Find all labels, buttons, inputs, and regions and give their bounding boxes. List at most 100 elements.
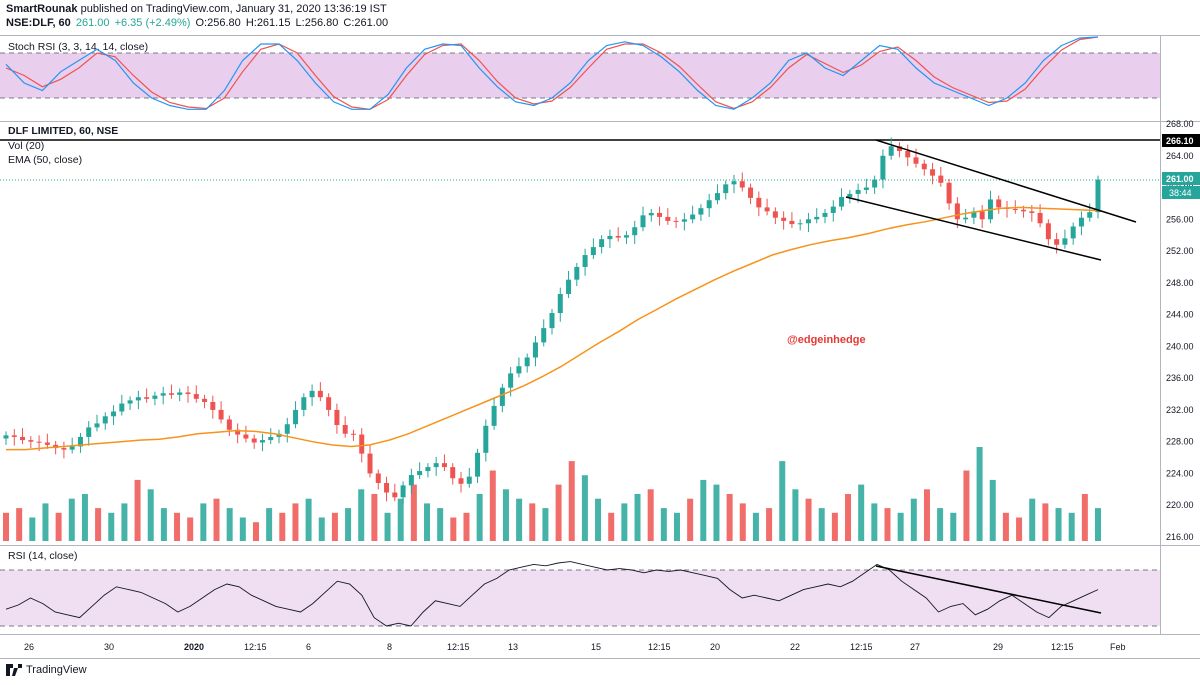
volume-bar xyxy=(266,508,273,541)
volume-bar xyxy=(660,508,667,541)
volume-bar xyxy=(818,508,825,541)
volume-bar xyxy=(174,512,181,541)
rsi-line xyxy=(5,561,1099,627)
candle-body xyxy=(392,492,398,498)
volume-bar xyxy=(200,503,207,541)
main-chart-title: DLF LIMITED, 60, NSE xyxy=(8,125,119,137)
time-axis[interactable]: 26 30 2020 12:15 6 8 12:15 13 15 12:15 20 22 12:15 27… xyxy=(24,642,1126,652)
chart-header: SmartRounak published on TradingView.com… xyxy=(6,2,390,30)
candle-body xyxy=(450,467,456,479)
stoch-rsi-label[interactable]: Stoch RSI (3, 3, 14, 14, close) xyxy=(8,41,149,53)
volume-bar xyxy=(279,512,286,541)
volume-bar xyxy=(726,494,733,541)
volume-bar xyxy=(713,484,720,541)
volume-bar xyxy=(1029,498,1036,541)
candle-body xyxy=(144,397,150,399)
volume-bar xyxy=(1016,517,1023,541)
candle-body xyxy=(425,467,431,472)
author-name[interactable]: SmartRounak xyxy=(6,3,78,15)
candle-body xyxy=(1062,238,1068,245)
candle-body xyxy=(996,199,1002,208)
candle-body xyxy=(863,187,869,190)
candle-body xyxy=(1070,226,1076,239)
candle-body xyxy=(1021,209,1027,212)
candle-body xyxy=(326,397,332,410)
volume-bar xyxy=(779,461,786,541)
volume-bar xyxy=(345,508,352,541)
candle-body xyxy=(400,485,406,498)
candle-body xyxy=(640,215,646,228)
candle-body xyxy=(375,473,381,483)
volume-bar xyxy=(1081,494,1088,541)
y-tick-label: 224.00 xyxy=(1166,468,1194,478)
tradingview-logo-icon xyxy=(6,664,22,676)
candle-body xyxy=(532,342,538,358)
candle-body xyxy=(566,279,572,294)
candle-body xyxy=(243,434,249,439)
volume-bar xyxy=(752,512,759,541)
candle-body xyxy=(549,313,555,329)
candle-body xyxy=(177,392,183,395)
x-tick-label: 6 xyxy=(306,642,311,652)
footer-brand[interactable]: TradingView xyxy=(6,664,87,676)
candle-body xyxy=(648,212,654,216)
y-tick-label: 240.00 xyxy=(1166,341,1194,351)
candle-body xyxy=(541,328,547,343)
candle-body xyxy=(226,419,232,430)
volume-bar xyxy=(595,498,602,541)
candle-body xyxy=(714,193,720,201)
volume-bar xyxy=(542,508,549,541)
volume-bar xyxy=(700,479,707,541)
volume-bar xyxy=(923,489,930,541)
stoch-k-line xyxy=(5,36,1099,110)
x-tick-label: 30 xyxy=(104,642,114,652)
volume-bar xyxy=(358,489,365,541)
volume-label[interactable]: Vol (20) xyxy=(8,140,45,152)
candle-body xyxy=(839,197,845,207)
volume-bar xyxy=(1002,512,1009,541)
x-tick-label: 12:15 xyxy=(648,642,671,652)
candle-body xyxy=(872,179,878,188)
volume-bar xyxy=(108,512,115,541)
x-tick-label: 22 xyxy=(790,642,800,652)
low-value: L:256.80 xyxy=(295,17,339,29)
close-value: C:261.00 xyxy=(343,17,389,29)
candle-body xyxy=(930,169,936,176)
y-tick-label: 252.00 xyxy=(1166,246,1194,256)
volume-bar xyxy=(831,512,838,541)
resistance-badge xyxy=(1162,134,1200,147)
countdown-badge-text: 38:44 xyxy=(1169,188,1192,198)
volume-bar xyxy=(568,461,575,541)
candle-body xyxy=(475,452,481,477)
candle-body xyxy=(657,212,663,217)
candle-body xyxy=(111,411,117,417)
rsi-label[interactable]: RSI (14, close) xyxy=(8,550,78,562)
candle-body xyxy=(259,440,265,443)
candle-body xyxy=(706,200,712,209)
volume-bar xyxy=(1042,503,1049,541)
volume-bar xyxy=(647,489,654,541)
candle-body xyxy=(963,217,969,220)
volume-bar xyxy=(305,498,312,541)
candle-body xyxy=(847,193,853,198)
candle-body xyxy=(1054,239,1060,245)
candle-body xyxy=(301,397,307,410)
candle-body xyxy=(44,442,50,445)
candle-body xyxy=(979,211,985,220)
volume-bar xyxy=(81,494,88,541)
x-tick-label: 8 xyxy=(387,642,392,652)
candle-body xyxy=(77,436,83,447)
candle-body xyxy=(1045,223,1051,240)
volume-bar xyxy=(55,512,62,541)
volume-bar xyxy=(134,479,141,541)
ema-line xyxy=(6,206,1099,451)
candle-body xyxy=(516,366,522,374)
volume-bar xyxy=(871,503,878,541)
candle-body xyxy=(127,400,133,404)
open-value: O:256.80 xyxy=(195,17,241,29)
last-price-badge xyxy=(1162,172,1200,185)
ema-label[interactable]: EMA (50, close) xyxy=(8,154,83,166)
candle-body xyxy=(756,197,762,208)
volume-bar xyxy=(424,503,431,541)
